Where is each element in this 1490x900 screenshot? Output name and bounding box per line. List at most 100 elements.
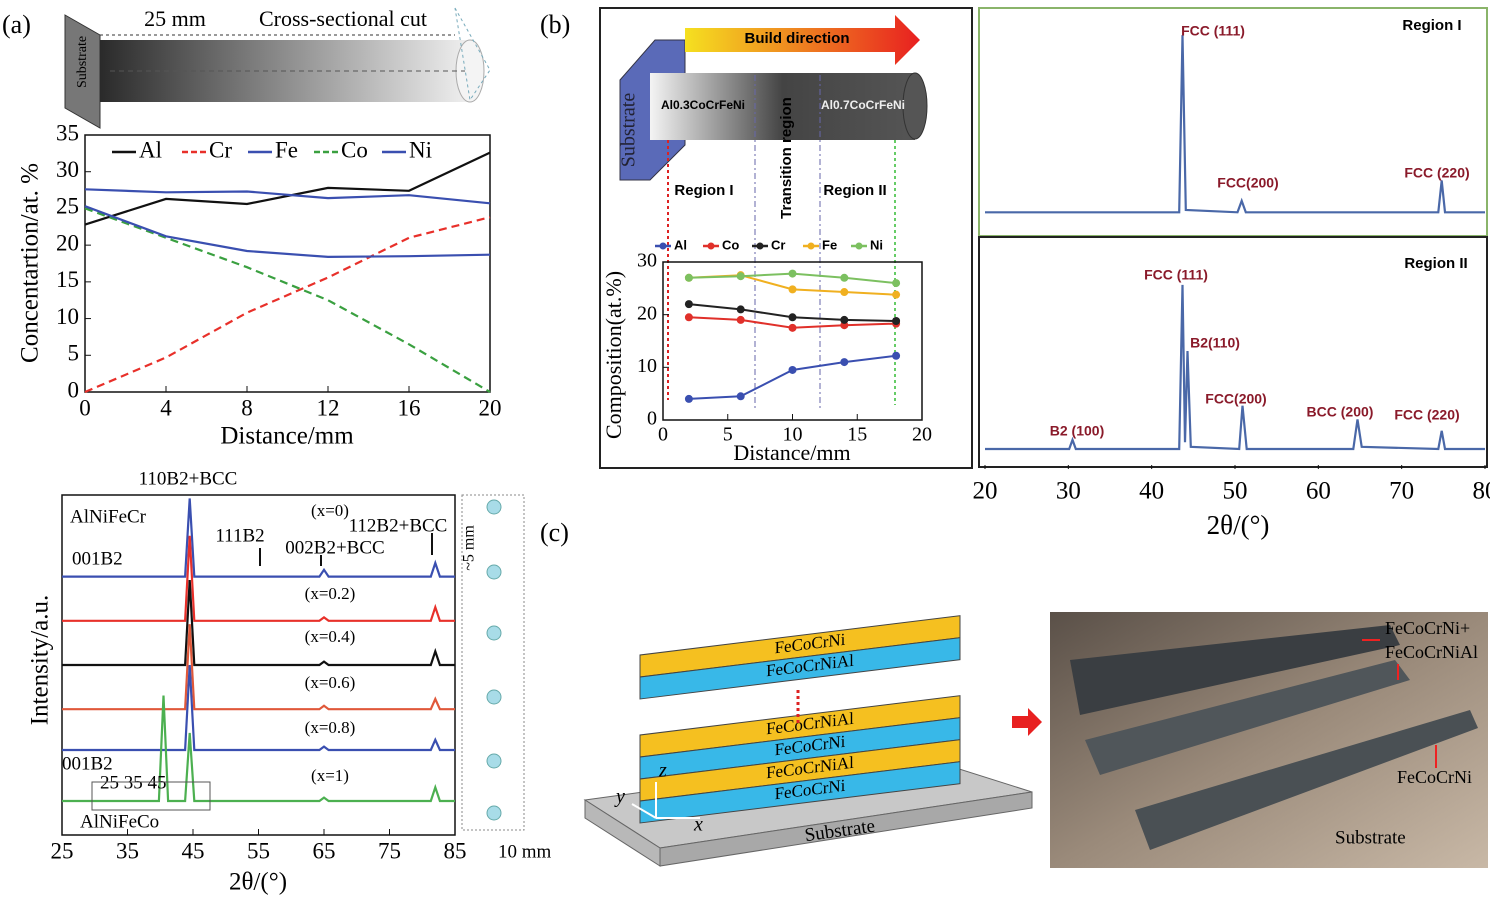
legend-label: Fe (275, 137, 298, 162)
panel-label: (a) (2, 10, 31, 39)
schematic-a: 25 mm Cross-sectional cut Substrate (64, 6, 491, 129)
x-tick-label: 70 (1389, 478, 1414, 505)
legend-label: Fe (822, 237, 837, 252)
y-axis-label: Intensity/a.u. (27, 595, 54, 726)
y-tick-label: 0 (647, 408, 657, 430)
y-tick-label: 20 (637, 302, 657, 324)
panel-frame (978, 236, 1488, 468)
x-tick-label: 8 (241, 396, 253, 421)
x-tick-label: 0 (79, 396, 91, 421)
data-line (688, 354, 897, 400)
x-tick-label: 55 (247, 839, 270, 864)
legend-label: Al (139, 137, 162, 162)
legend-label: Co (341, 137, 368, 162)
annotation: AlNiFeCo (80, 811, 159, 832)
x-tick-label: 45 (182, 839, 205, 864)
data-point (684, 273, 693, 282)
series-label: (x=0.2) (305, 584, 356, 603)
x-tick-label: 65 (313, 839, 336, 864)
legend-label: Ni (870, 237, 883, 252)
y-axis-label: Composition(at.%) (601, 271, 626, 439)
x-tick-label: 12 (317, 396, 340, 421)
annotation: FCC(200) (1217, 175, 1278, 191)
annotation: 002B2+BCC (285, 537, 384, 558)
legend-swatch (756, 242, 764, 250)
x-tick-label: 0 (658, 424, 668, 446)
legend-swatch (707, 242, 715, 250)
annotation: 25 35 45 (100, 772, 167, 793)
x-tick-label: 40 (1139, 478, 1164, 505)
annotation: BCC (200) (1307, 404, 1374, 420)
data-line (84, 188, 491, 205)
data-line (62, 664, 455, 752)
annotation: FCC(200) (1205, 391, 1266, 407)
y-tick-label: 10 (56, 304, 79, 329)
region-label: Region II (823, 182, 886, 199)
data-point (840, 288, 849, 297)
x-tick-label: 35 (116, 839, 139, 864)
data-line (62, 695, 455, 803)
data-line (84, 216, 491, 394)
data-line (985, 35, 1485, 214)
data-line (62, 624, 455, 711)
data-point (684, 313, 693, 322)
region-label: Region I (674, 182, 733, 199)
y-tick-label: 10 (637, 355, 657, 377)
x-tick-label: 80 (1473, 478, 1490, 505)
panel-title: Region II (1404, 255, 1467, 272)
panel-label: (c) (540, 518, 569, 547)
data-point (788, 285, 797, 294)
photo-label: Substrate (1335, 827, 1406, 848)
data-line (84, 151, 491, 226)
transition-label: Transition region (778, 97, 795, 219)
axis-letter: x (693, 814, 703, 836)
x-axis-label: Distance/mm (733, 440, 850, 465)
y-tick-label: 0 (68, 377, 80, 402)
annotation: FCC (220) (1404, 165, 1469, 181)
data-point (736, 305, 745, 314)
x-tick-label: 10 (783, 424, 803, 446)
x-tick-label: 85 (444, 839, 467, 864)
photo-c: FeCoCrNi+ FeCoCrNiAl FeCoCrNi Substrate (1050, 612, 1488, 868)
y-tick-label: 5 (68, 341, 80, 366)
x-tick-label: 25 (51, 839, 74, 864)
series-label: (x=0.4) (305, 627, 356, 646)
sample-dot (486, 564, 502, 580)
inset-box (91, 781, 211, 811)
data-point (684, 300, 693, 309)
annotation: ~5 mm (461, 525, 478, 571)
y-tick-label: 30 (637, 250, 657, 272)
data-point (736, 315, 745, 324)
data-point (684, 394, 693, 403)
x-tick-label: 75 (378, 839, 401, 864)
annotation: AlNiFeCr (70, 506, 147, 527)
data-point (892, 316, 901, 325)
axis-letter: z (658, 760, 667, 782)
sample-dot (486, 499, 502, 515)
sample-dot (486, 753, 502, 769)
x-tick-label: 16 (398, 396, 421, 421)
annotation: 110B2+BCC (139, 468, 238, 489)
x-tick-label: 20 (479, 396, 502, 421)
data-point (840, 273, 849, 282)
y-tick-label: 15 (56, 267, 79, 292)
data-point (892, 279, 901, 288)
sample-dot (486, 625, 502, 641)
photo-label: FeCoCrNiAl (1385, 642, 1478, 662)
legend-label: Cr (209, 137, 232, 162)
diagram-c: FeCoCrNiAl FeCoCrNi FeCoCrNiAl FeCoCrNi … (583, 615, 1042, 867)
y-tick-label: 35 (56, 120, 79, 145)
substrate-label: Substrate (75, 36, 90, 88)
schematic-b: Build direction Substrate Al0.3CoCrFeNi … (618, 15, 928, 410)
x-tick-label: 20 (973, 478, 998, 505)
series-label: (x=0.8) (305, 718, 356, 737)
annotation: FCC (111) (1181, 23, 1245, 39)
sample-dot (486, 805, 502, 821)
annotation: FCC (111) (1144, 267, 1208, 283)
annotation: 001B2 (72, 548, 123, 569)
photo-label: FeCoCrNi+ (1385, 618, 1470, 638)
data-line (62, 498, 455, 578)
annotation: B2(110) (1190, 335, 1240, 351)
x-tick-label: 20 (912, 424, 932, 446)
legend-swatch (807, 242, 815, 250)
